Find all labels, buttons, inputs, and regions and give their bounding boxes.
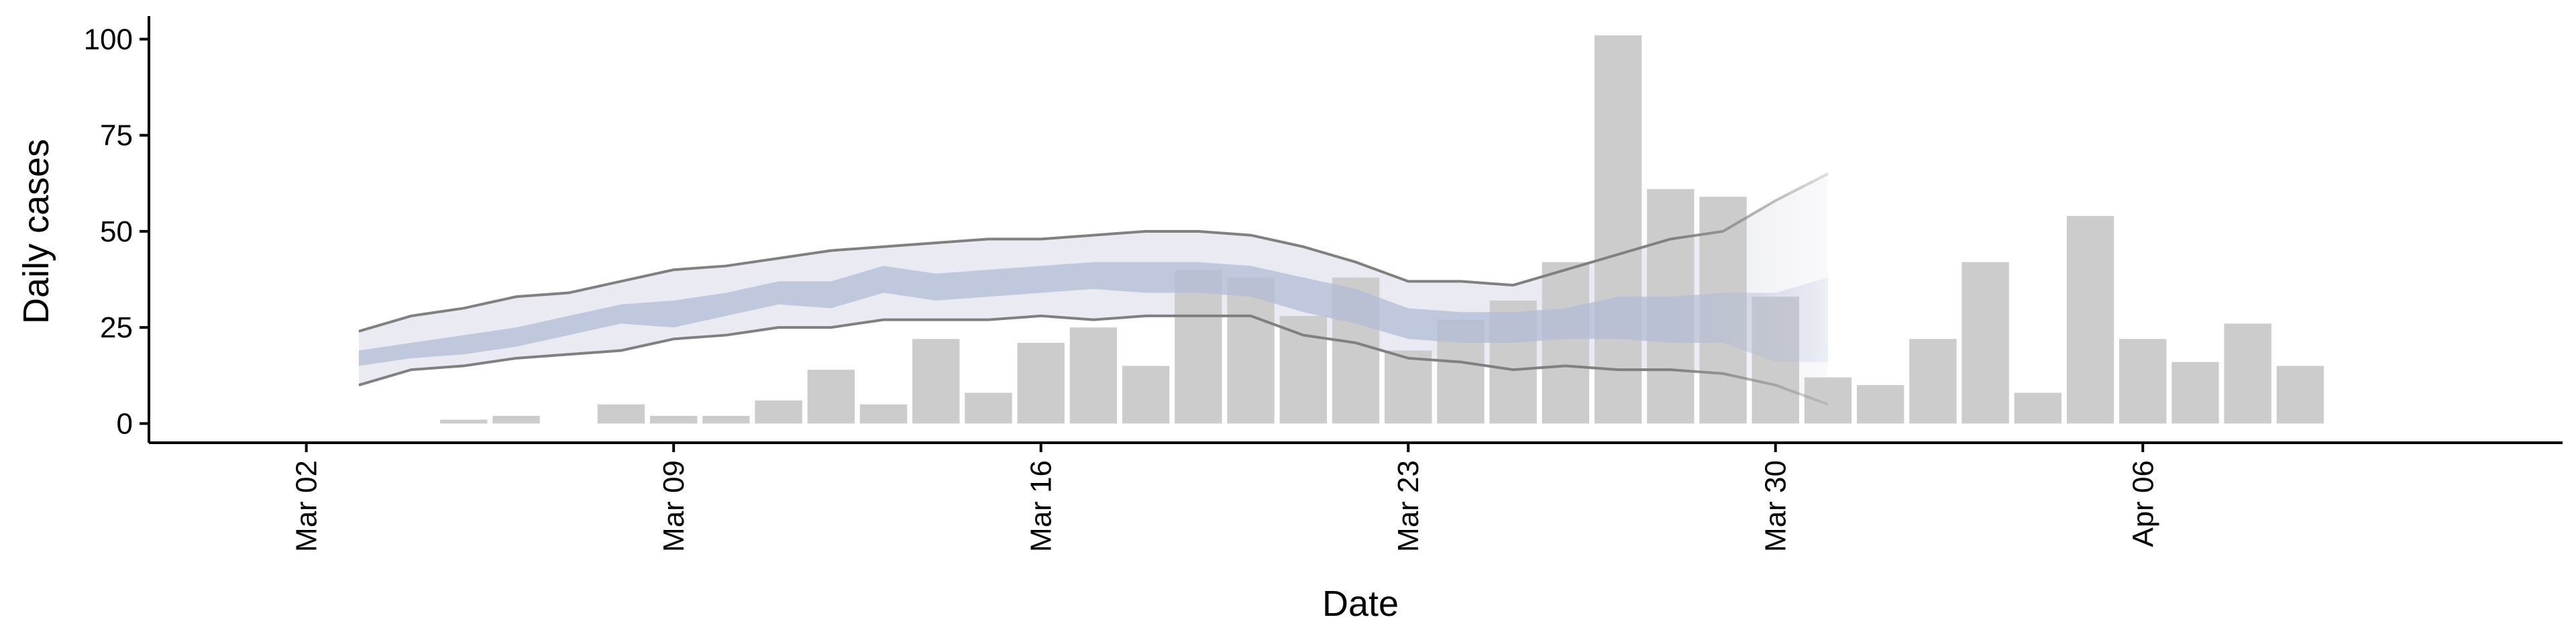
bar: [2066, 215, 2114, 424]
bar: [1542, 262, 1590, 424]
bar: [1385, 350, 1432, 424]
bar: [859, 404, 908, 424]
bar: [2224, 323, 2271, 424]
x-ticks: Mar 02 Mar 09 Mar 16 Mar 23 Mar 30 Apr 06: [290, 443, 2159, 552]
bar: [2171, 362, 2219, 424]
bar: [1962, 262, 2009, 424]
y-tick-label: 100: [84, 23, 133, 56]
bar: [1804, 377, 1852, 424]
y-axis-title: Daily cases: [16, 139, 56, 324]
inner-interval-band: [358, 262, 1828, 366]
x-tick-label: Mar 16: [1025, 460, 1058, 552]
bar: [1227, 277, 1275, 424]
upper-bound-line: [358, 172, 1829, 333]
bar: [649, 415, 698, 424]
bar: [2276, 366, 2324, 424]
bound-lines-layer: [358, 172, 1829, 406]
y-tick-label: 25: [100, 311, 133, 344]
lower-bound-line: [358, 314, 1829, 406]
axes-layer: [148, 16, 2563, 444]
bar: [965, 392, 1012, 424]
bar: [1017, 343, 1065, 424]
bar: [1856, 385, 1904, 424]
bar: [807, 370, 855, 424]
x-axis-title: Date: [1322, 584, 1399, 624]
bar: [912, 339, 960, 424]
x-tick-label: Mar 30: [1760, 460, 1792, 552]
bar: [597, 404, 645, 424]
x-tick-label: Mar 23: [1392, 460, 1425, 552]
bar: [492, 415, 540, 424]
y-tick-label: 0: [117, 407, 133, 440]
bar: [440, 419, 488, 424]
bar: [1175, 270, 1222, 424]
bar: [702, 415, 750, 424]
bar: [1069, 327, 1118, 424]
bar: [2014, 392, 2062, 424]
y-tick-label: 50: [100, 215, 133, 248]
y-ticks: 0 25 50 75 100: [84, 23, 149, 440]
bar: [755, 400, 802, 424]
bar: [2119, 339, 2167, 424]
x-tick-label: Mar 09: [657, 460, 690, 552]
bar: [1122, 366, 1170, 424]
y-tick-label: 75: [100, 119, 133, 152]
bar: [1909, 339, 1957, 424]
x-tick-label: Apr 06: [2127, 460, 2159, 547]
bar: [1279, 315, 1327, 424]
bars-layer: [440, 35, 2324, 424]
bar: [1594, 35, 1642, 424]
x-tick-label: Mar 02: [290, 460, 323, 552]
